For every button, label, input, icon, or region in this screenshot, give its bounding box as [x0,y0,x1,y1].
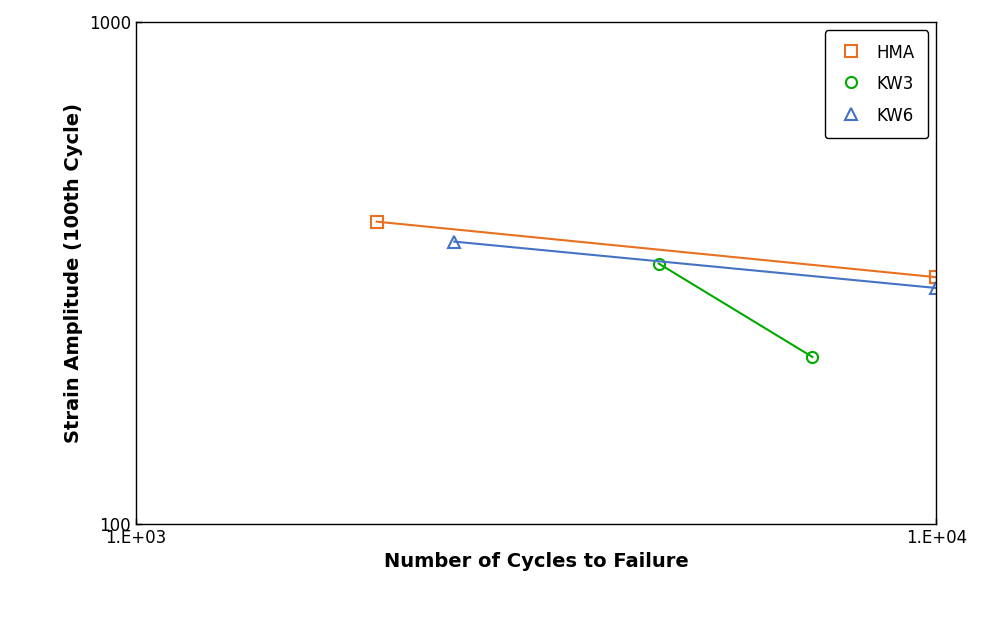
Legend: HMA, KW3, KW6: HMA, KW3, KW6 [825,30,928,138]
KW3 [806,354,818,361]
KW3 [653,260,665,267]
X-axis label: Number of Cycles to Failure: Number of Cycles to Failure [384,552,688,571]
Y-axis label: Strain Amplitude (100th Cycle): Strain Amplitude (100th Cycle) [64,103,83,443]
Line: KW3: KW3 [653,258,818,363]
